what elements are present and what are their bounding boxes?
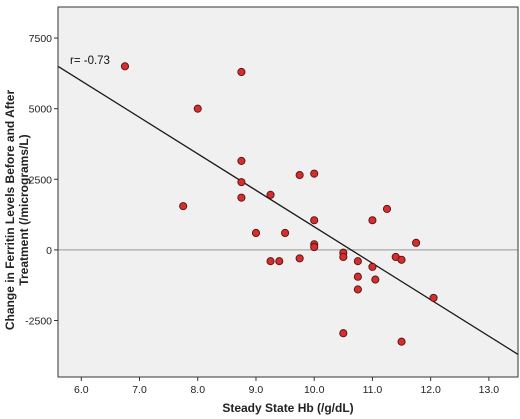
data-point-16 [310,216,319,225]
data-point-3 [193,104,202,113]
data-point-32 [412,238,421,247]
data-point-7 [237,193,246,202]
x-tick-label: 11.0 [363,384,383,396]
plot-area [58,7,518,377]
data-point-30 [397,255,406,264]
data-point-21 [339,329,348,338]
data-point-10 [266,257,275,266]
y-tick-label: 0 [46,245,52,257]
data-point-22 [353,257,362,266]
data-point-11 [275,257,284,266]
y-axis-title-line-1: Change in Ferritin Levels Before and Aft… [3,90,17,331]
data-point-24 [353,285,362,294]
y-axis-title: Change in Ferritin Levels Before and Aft… [3,90,31,331]
data-point-18 [310,243,319,252]
data-point-27 [371,275,380,284]
data-point-13 [295,171,304,180]
x-tick-label: 9.0 [249,384,264,396]
x-tick-label: 8.0 [190,384,205,396]
data-point-25 [368,216,377,225]
x-axis-title: Steady State Hb (/g/dL) [222,401,353,415]
y-axis-ticks: -2500 0 2500 5000 7500 [25,33,58,328]
data-point-6 [237,178,246,187]
data-point-8 [251,228,261,238]
data-points [120,62,438,346]
correlation-annotation: r= -0.73 [70,55,110,67]
x-tick-label: 7.0 [132,384,147,396]
data-point-23 [353,272,362,281]
y-axis-title-line-2: Treatment (/micrograms/L) [17,134,31,285]
x-tick-label: 6.0 [74,384,89,396]
data-point-12 [281,228,290,238]
x-tick-label: 12.0 [420,384,441,396]
data-point-15 [310,169,319,178]
data-point-33 [429,293,438,302]
plot-frame [57,6,519,378]
regression-line [58,65,518,355]
data-point-1 [120,62,130,71]
y-tick-label: -2500 [25,316,52,328]
y-tick-label: 7500 [29,33,53,45]
data-point-14 [295,254,304,263]
data-point-26 [368,262,377,271]
data-point-28 [382,204,392,213]
data-point-4 [237,67,246,77]
x-tick-label: 10.0 [304,384,325,396]
x-axis-ticks: 6.0 7.0 8.0 9.0 10.0 11.0 12.0 13.0 [74,377,499,396]
y-tick-label: 2500 [29,174,53,186]
data-point-31 [397,337,406,346]
x-tick-label: 13.0 [479,384,500,396]
data-point-9 [266,190,275,199]
data-point-2 [179,202,188,211]
data-point-5 [237,156,246,165]
fit-line-layer [58,65,518,355]
data-point-20 [339,252,348,262]
y-tick-label: 5000 [29,104,53,116]
